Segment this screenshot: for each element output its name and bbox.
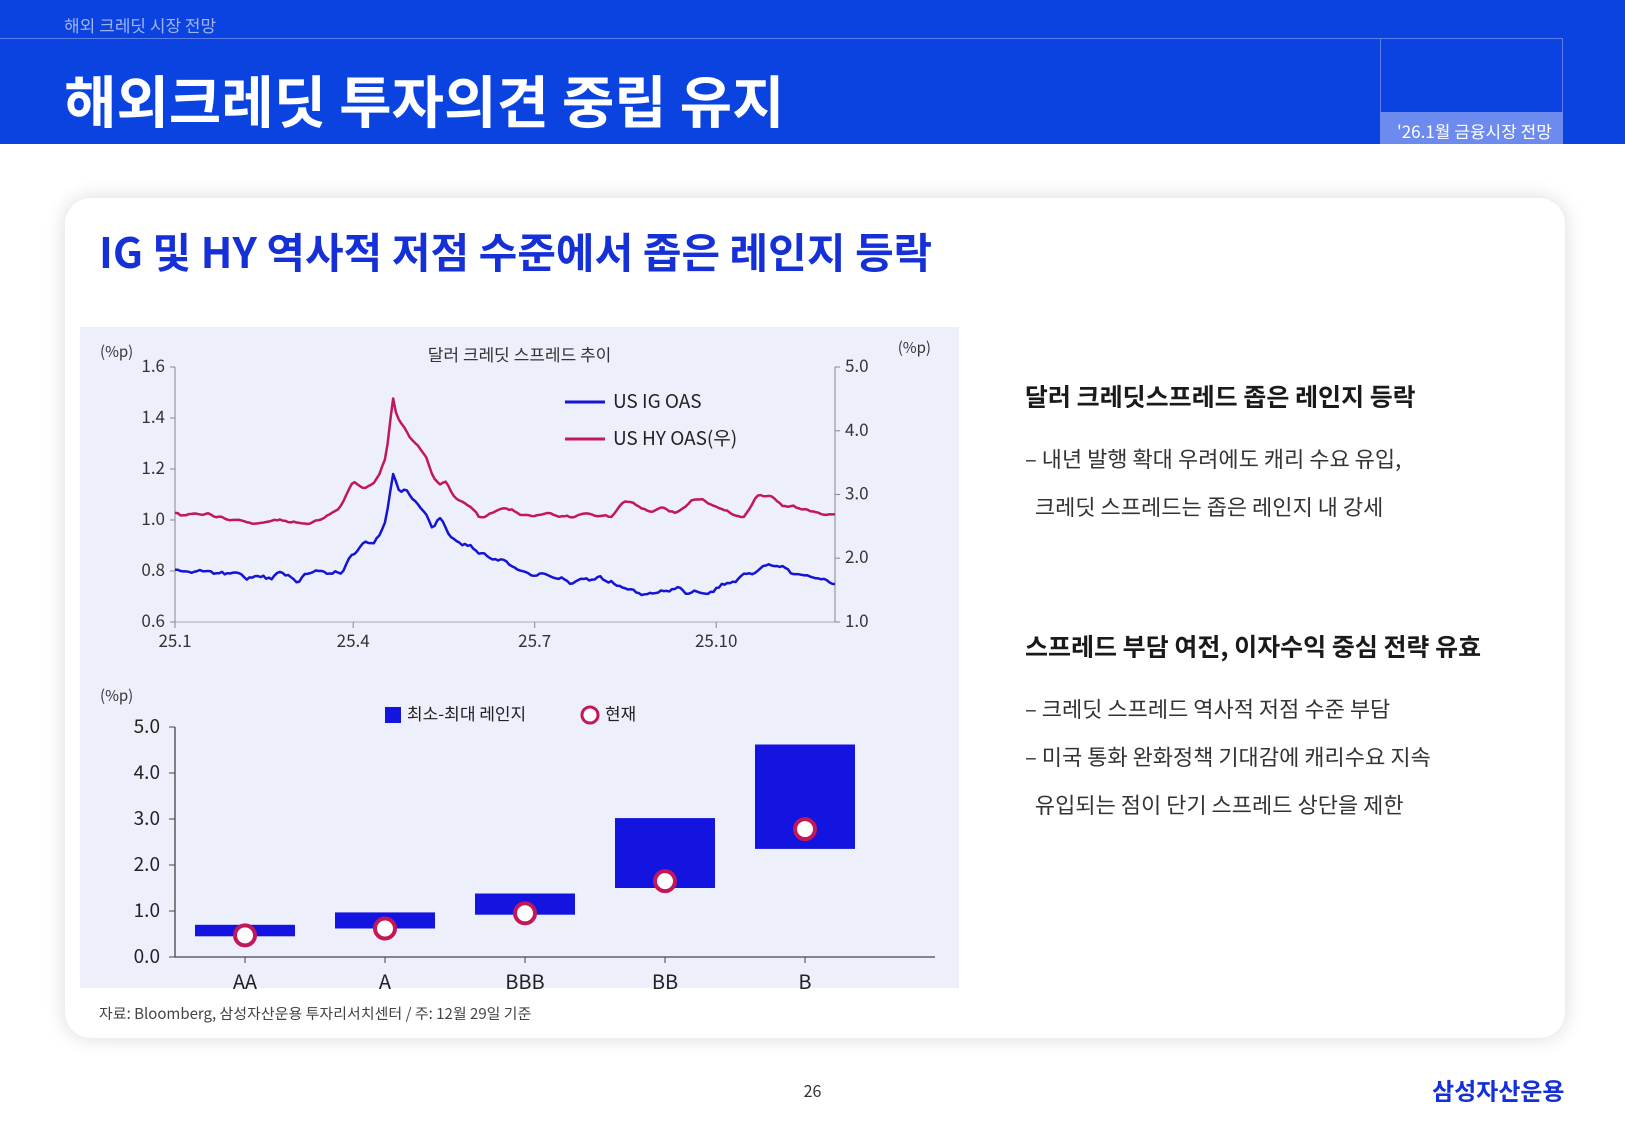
svg-text:B: B	[798, 966, 811, 995]
svg-text:최소-최대 레인지: 최소-최대 레인지	[407, 700, 526, 725]
svg-text:5.0: 5.0	[134, 712, 160, 739]
svg-text:3.0: 3.0	[845, 480, 869, 505]
svg-text:3.0: 3.0	[134, 804, 160, 831]
svg-text:1.4: 1.4	[141, 403, 165, 428]
svg-text:5.0: 5.0	[845, 352, 869, 377]
svg-text:25.4: 25.4	[337, 627, 370, 652]
svg-text:4.0: 4.0	[134, 758, 160, 785]
svg-text:1.2: 1.2	[141, 454, 165, 479]
svg-text:BB: BB	[652, 966, 678, 995]
svg-text:US HY OAS(우): US HY OAS(우)	[613, 424, 737, 451]
svg-text:A: A	[379, 966, 392, 995]
svg-text:2.0: 2.0	[134, 850, 160, 877]
svg-text:BBB: BBB	[505, 966, 544, 995]
svg-text:1.0: 1.0	[134, 896, 160, 923]
svg-text:AA: AA	[233, 966, 258, 995]
svg-text:0.0: 0.0	[134, 942, 160, 969]
svg-text:1.0: 1.0	[845, 607, 869, 632]
svg-text:25.1: 25.1	[158, 627, 191, 652]
svg-text:1.0: 1.0	[141, 505, 165, 530]
svg-text:현재: 현재	[605, 700, 636, 725]
svg-text:1.6: 1.6	[141, 352, 165, 377]
svg-text:4.0: 4.0	[845, 416, 869, 441]
svg-text:25.7: 25.7	[518, 627, 551, 652]
svg-text:US IG OAS: US IG OAS	[613, 387, 702, 414]
svg-text:2.0: 2.0	[845, 543, 869, 568]
svg-text:0.8: 0.8	[141, 556, 165, 581]
svg-text:25.10: 25.10	[695, 627, 737, 652]
